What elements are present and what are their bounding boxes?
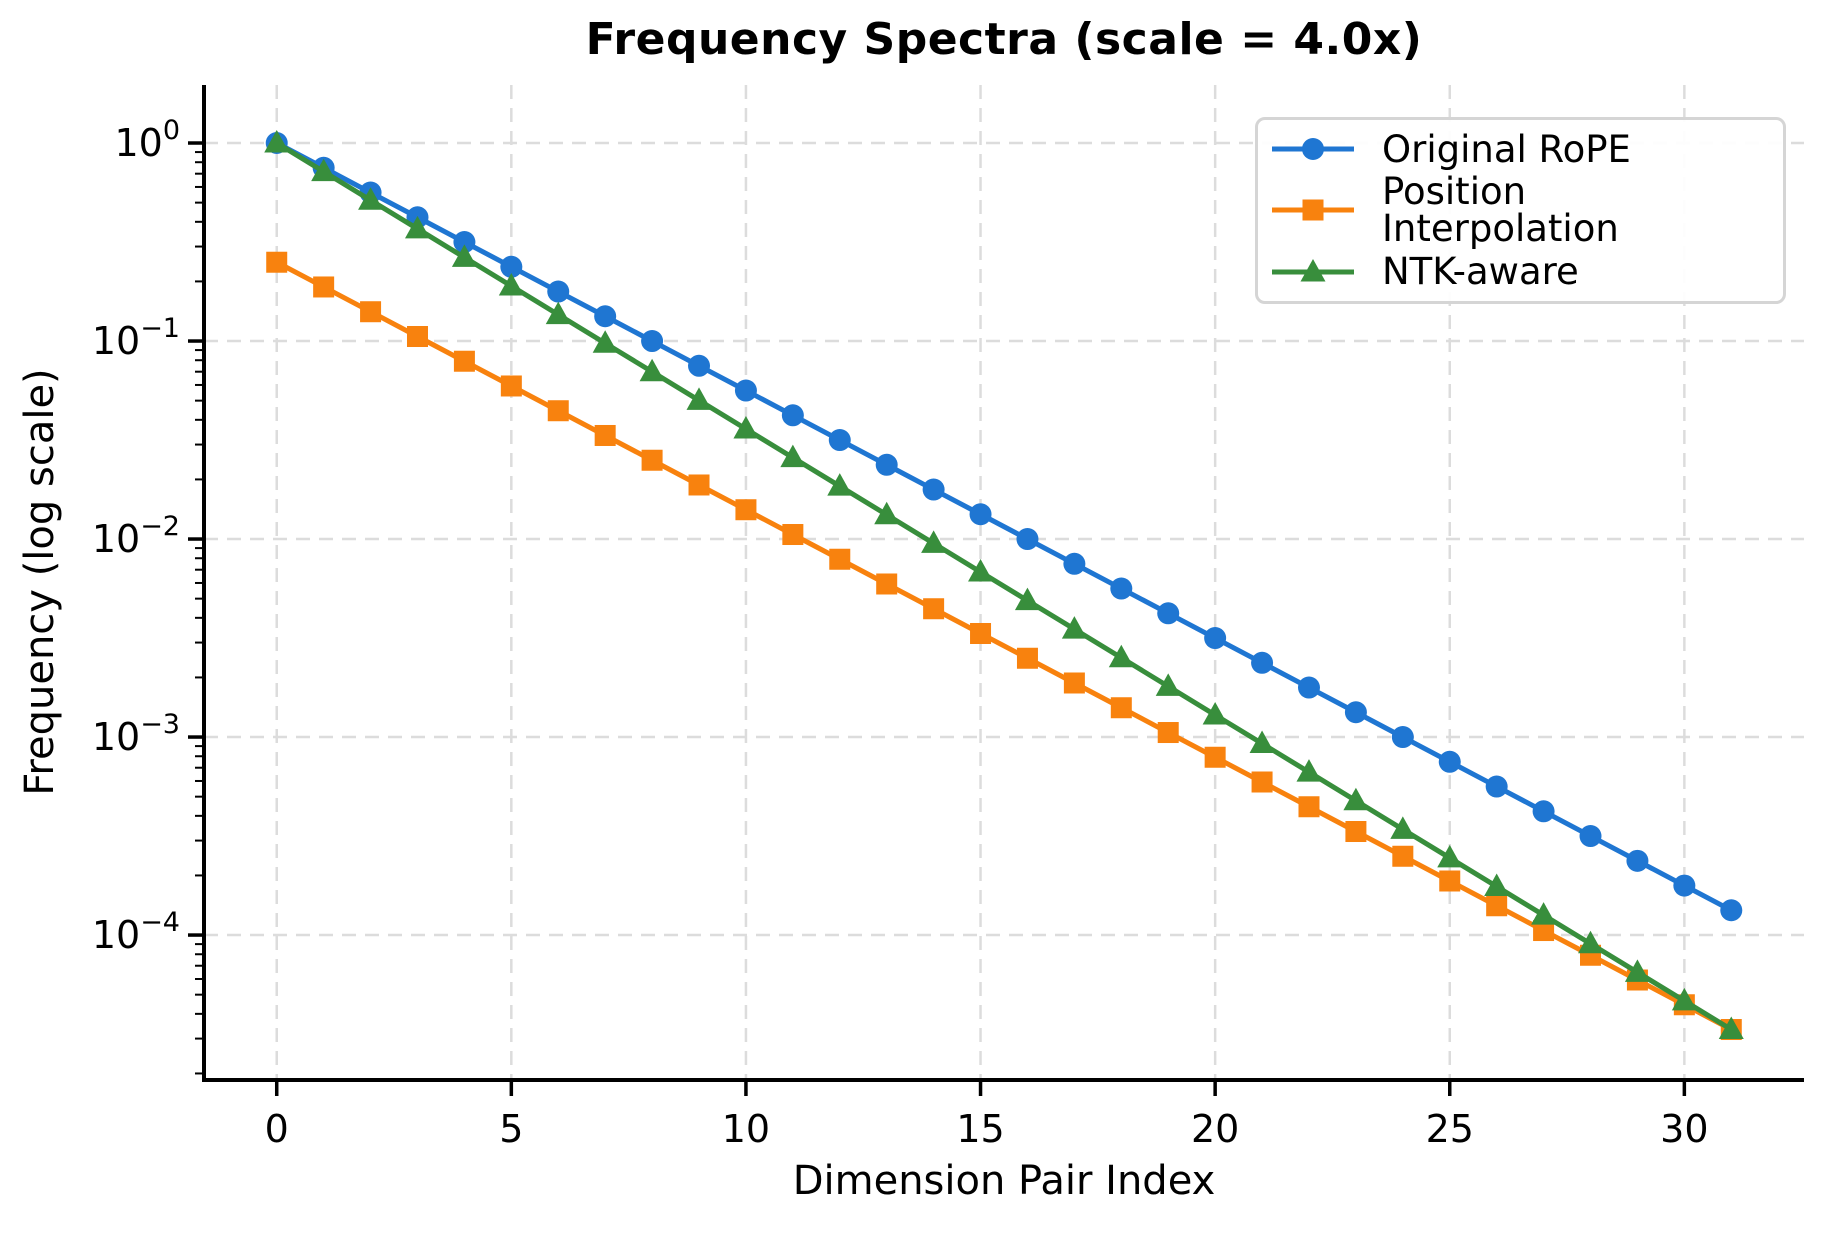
legend-row: NTK-aware [1270, 253, 1773, 290]
chart-title: Frequency Spectra (scale = 4.0x) [585, 14, 1423, 65]
svg-text:10−1: 10−1 [92, 313, 180, 363]
series-ntk-aware [264, 130, 1744, 1040]
legend-triangle-marker-icon [1270, 257, 1356, 287]
svg-text:10−2: 10−2 [92, 511, 180, 561]
series-position-interpolation [266, 251, 1742, 1041]
tick-labels: 0 5 10 15 20 25 30 100 10−1 10−2 10−3 10−4 [92, 115, 1709, 1151]
axis-ticks [188, 141, 1687, 1096]
legend-row: Position Interpolation [1270, 173, 1773, 247]
legend-row: Original RoPE [1270, 131, 1773, 168]
legend-label: NTK-aware [1382, 250, 1579, 294]
grid-lines [204, 85, 1804, 1080]
legend: Original RoPE Position Interpolation NTK… [1255, 117, 1786, 304]
svg-text:15: 15 [956, 1107, 1004, 1151]
svg-text:30: 30 [1660, 1107, 1708, 1151]
legend-circle-marker-icon [1270, 134, 1356, 164]
legend-square-marker-icon [1270, 195, 1356, 225]
svg-text:10−3: 10−3 [92, 709, 180, 759]
x-axis-label: Dimension Pair Index [792, 1158, 1216, 1204]
svg-text:10: 10 [722, 1107, 770, 1151]
legend-label: Position Interpolation [1382, 170, 1619, 251]
svg-text:100: 100 [114, 115, 180, 165]
legend-label: Original RoPE [1382, 127, 1631, 171]
svg-text:10−4: 10−4 [92, 907, 180, 957]
svg-text:0: 0 [265, 1107, 289, 1151]
y-axis-label: Frequency (log scale) [17, 368, 63, 796]
svg-text:20: 20 [1191, 1107, 1239, 1151]
svg-text:25: 25 [1426, 1107, 1474, 1151]
svg-text:5: 5 [499, 1107, 523, 1151]
